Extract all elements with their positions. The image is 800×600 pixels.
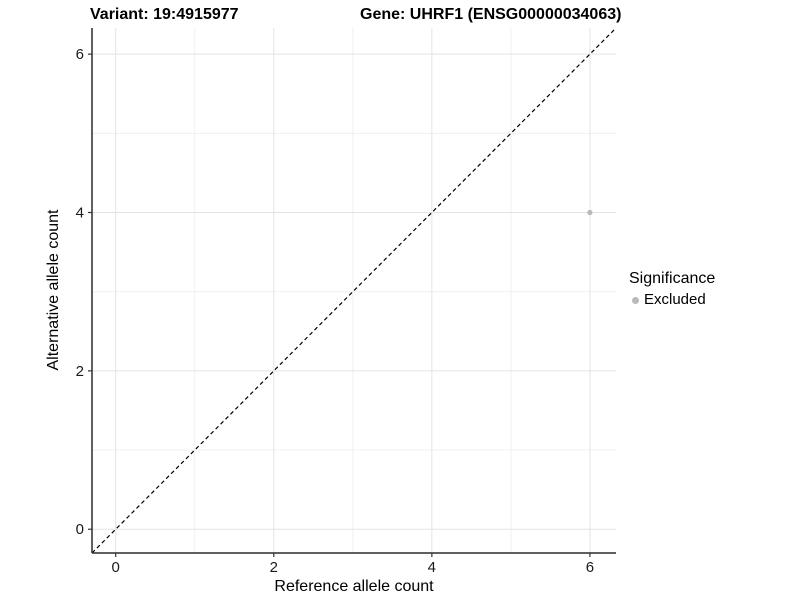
plot-title-gene: Gene: UHRF1 (ENSG00000034063): [360, 6, 622, 23]
plot-title-variant: Variant: 19:4915977: [90, 6, 239, 23]
x-axis-title: Reference allele count: [274, 578, 434, 595]
y-tick-label: 6: [76, 46, 84, 63]
legend-item-label: Excluded: [644, 291, 706, 308]
tick-marks: [88, 53, 591, 557]
y-axis-title: Alternative allele count: [45, 209, 62, 371]
data-points: [587, 209, 593, 216]
x-tick-label: 6: [586, 559, 594, 576]
x-tick-label: 4: [428, 559, 436, 576]
x-tick-label: 2: [270, 559, 278, 576]
y-tick-labels: 0 2 4 6: [76, 46, 84, 538]
y-tick-label: 2: [76, 363, 84, 380]
legend-title: Significance: [629, 270, 716, 287]
x-tick-labels: 0 2 4 6: [112, 559, 595, 576]
legend-point-icon: [632, 296, 639, 304]
axis-lines: [91, 28, 616, 554]
minor-gridlines: [92, 28, 616, 553]
legend: Significance Excluded: [629, 269, 715, 309]
legend-item-excluded[interactable]: Excluded: [629, 291, 715, 309]
x-tick-label: 0: [112, 559, 120, 576]
data-point-excluded[interactable]: [587, 209, 593, 216]
y-tick-label: 0: [76, 521, 84, 538]
y-tick-label: 4: [76, 205, 84, 222]
major-gridlines: [92, 28, 616, 553]
identity-dashed-line: [91, 27, 617, 554]
